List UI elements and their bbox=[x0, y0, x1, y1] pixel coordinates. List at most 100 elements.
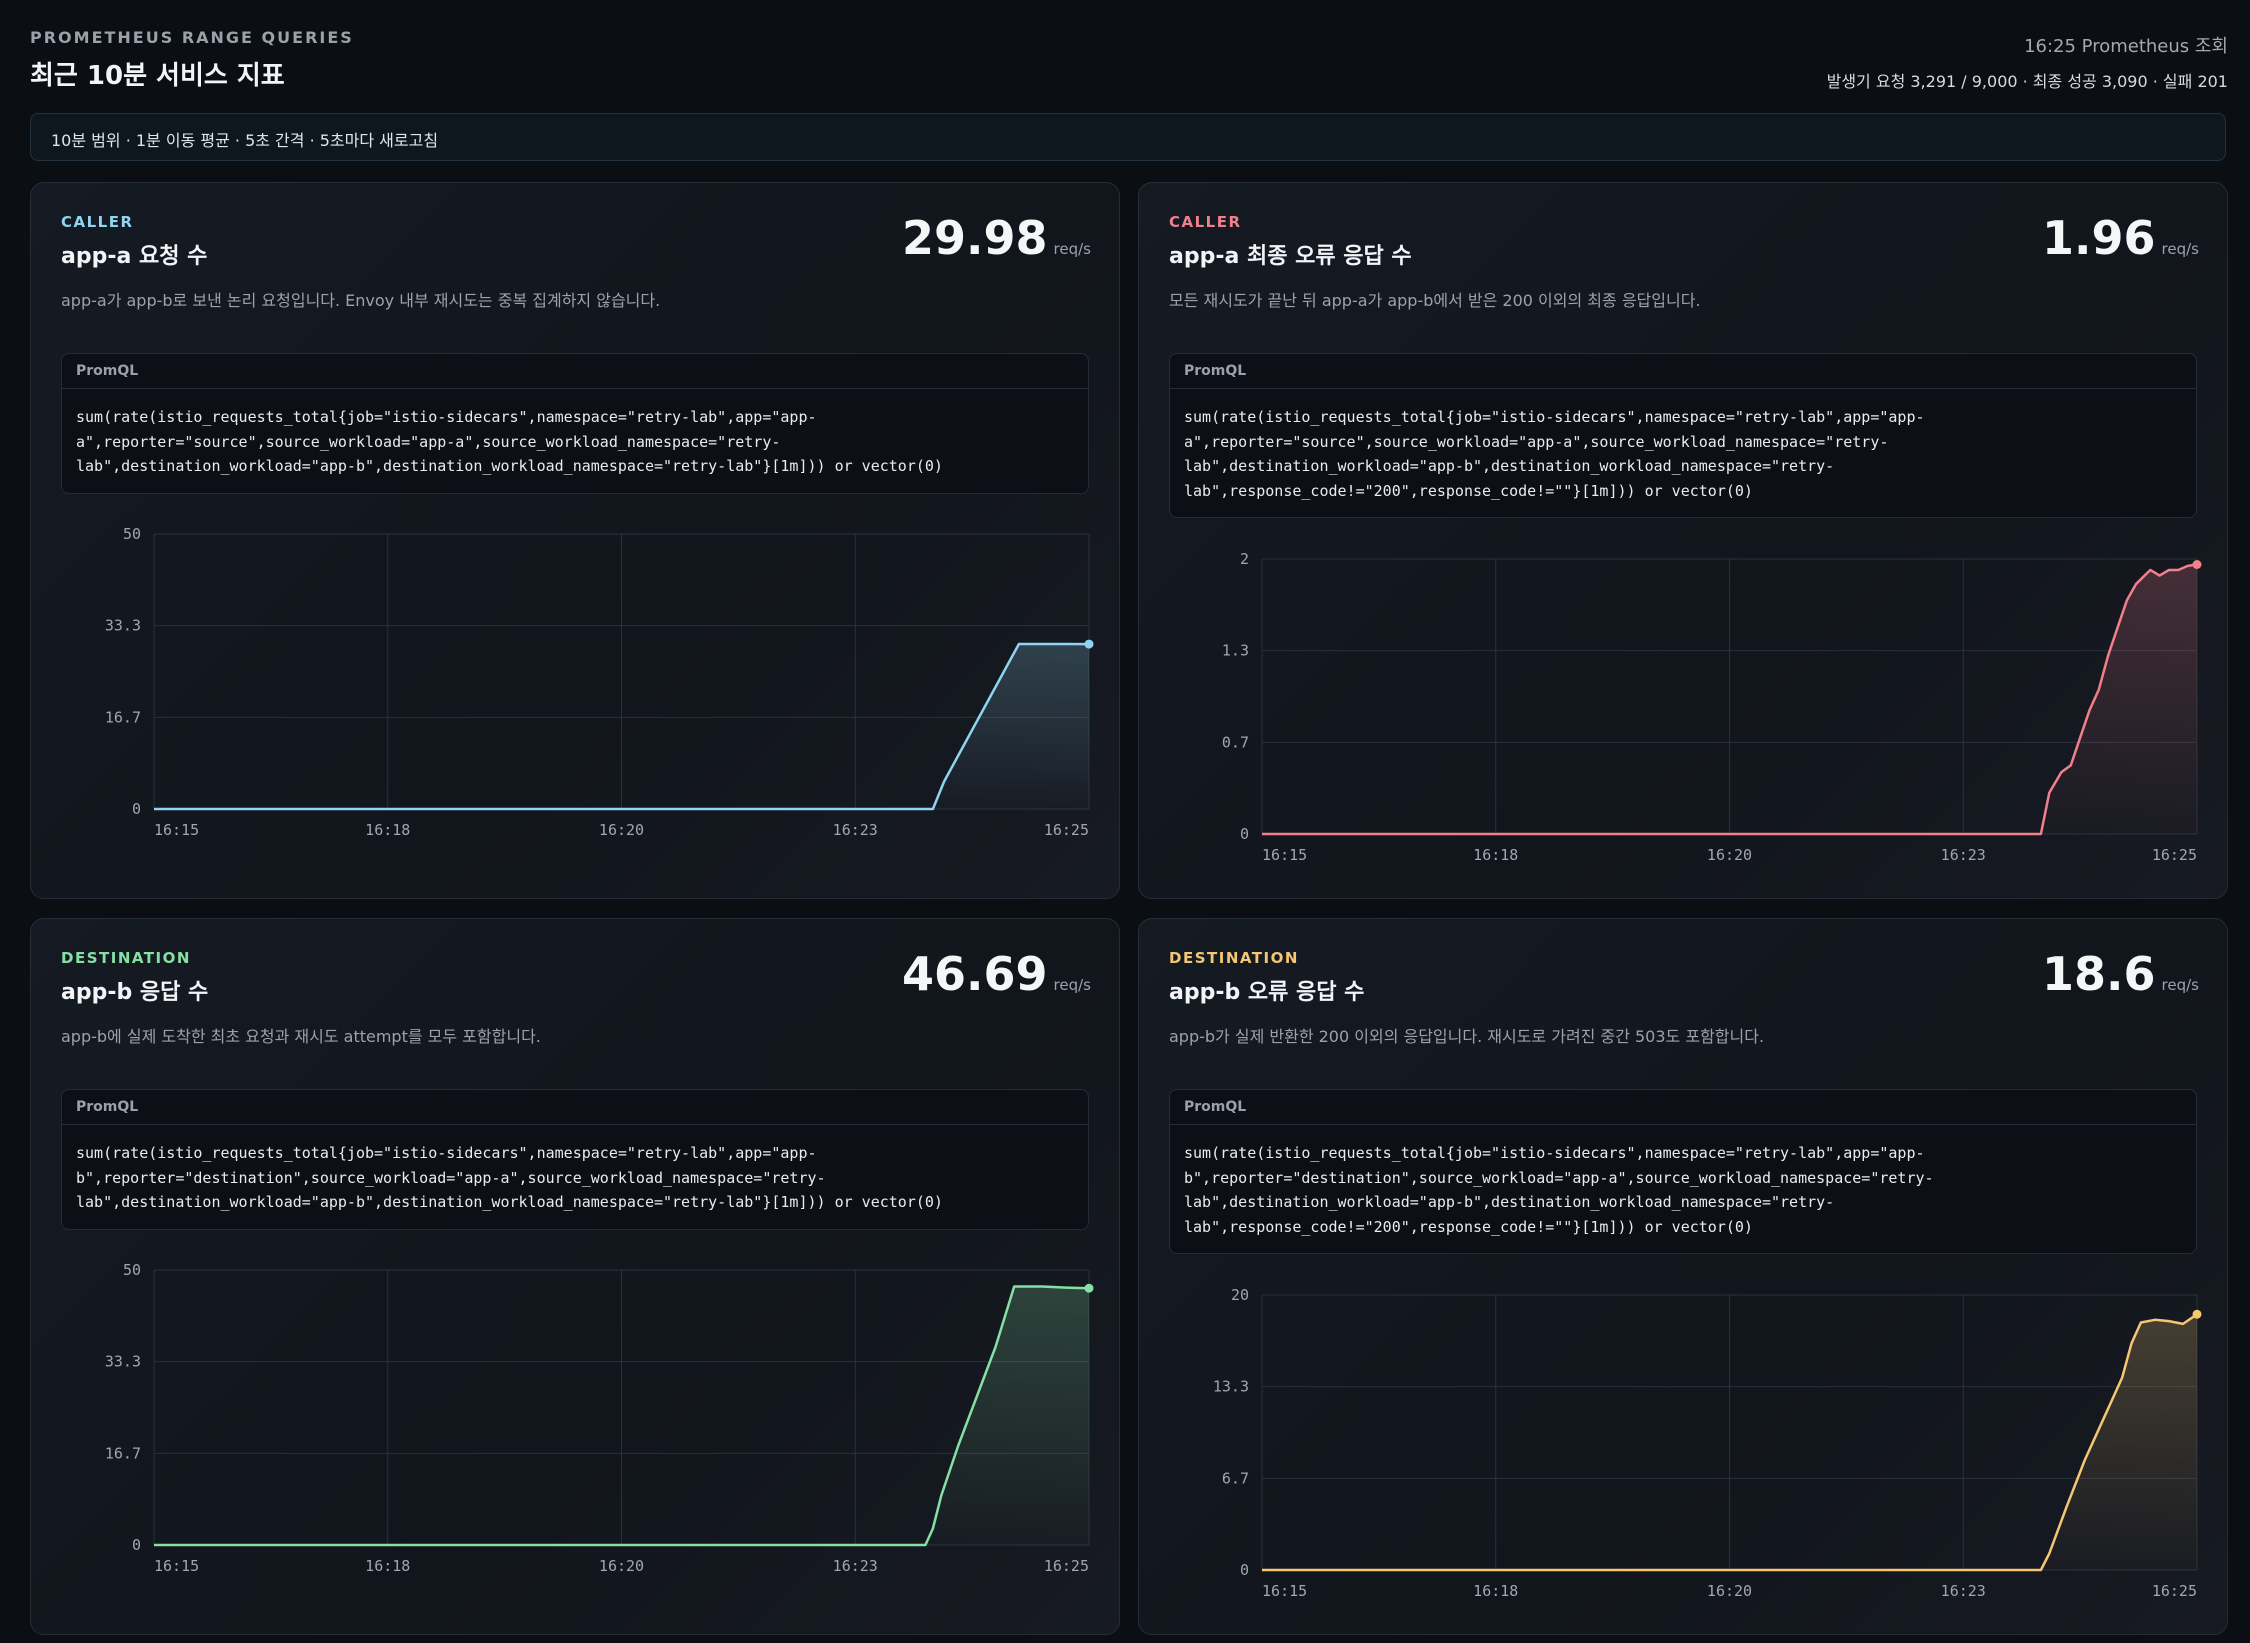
y-tick-label: 1.3 bbox=[1222, 642, 1249, 660]
series-area bbox=[154, 644, 1089, 809]
panel-title: app-a 요청 수 bbox=[61, 244, 208, 269]
promql-box: PromQL sum(rate(istio_requests_total{job… bbox=[1169, 353, 2197, 518]
x-tick-label: 16:18 bbox=[1473, 1582, 1518, 1600]
series-line bbox=[1262, 1313, 2198, 1572]
panel-metric: 18.6 req/s bbox=[2042, 947, 2199, 1001]
metric-unit: req/s bbox=[2161, 240, 2199, 258]
metric-unit: req/s bbox=[2161, 976, 2199, 994]
page-header: PROMETHEUS RANGE QUERIES 최근 10분 서비스 지표 1… bbox=[30, 28, 2228, 98]
x-tick-label: 16:15 bbox=[1262, 846, 1307, 864]
x-tick-label: 16:18 bbox=[365, 1557, 410, 1575]
panel-title: app-b 응답 수 bbox=[61, 980, 209, 1005]
panel-tag: DESTINATION bbox=[61, 949, 191, 967]
last-point bbox=[2192, 1309, 2202, 1319]
x-tick-label: 16:18 bbox=[1473, 846, 1518, 864]
series-line bbox=[154, 1285, 1090, 1547]
y-tick-label: 16.7 bbox=[105, 708, 141, 726]
x-tick-label: 16:25 bbox=[2152, 1582, 2197, 1600]
series-line bbox=[154, 642, 1090, 811]
metric-value: 46.69 bbox=[902, 947, 1048, 1001]
panel-app-b-error-responses: DESTINATION app-b 오류 응답 수 app-b가 실제 반환한 … bbox=[1138, 918, 2228, 1635]
y-tick-label: 50 bbox=[123, 1261, 141, 1279]
y-tick-label: 0 bbox=[1240, 1561, 1249, 1579]
promql-label: PromQL bbox=[62, 354, 1088, 389]
x-tick-label: 16:25 bbox=[2152, 846, 2197, 864]
chart-app-b-error-responses[interactable]: 0 6.7 13.3 20 16:15 16:18 16:20 16:23 16:25 bbox=[1159, 1279, 2219, 1619]
panel-tag: CALLER bbox=[1169, 213, 1242, 231]
chart-app-a-requests[interactable]: 0 16.7 33.3 50 16:15 16:18 16:20 16:23 16:25 bbox=[51, 518, 1111, 858]
x-tick-label: 16:15 bbox=[154, 1557, 199, 1575]
x-tick-label: 16:23 bbox=[833, 821, 878, 839]
y-tick-label: 2 bbox=[1240, 550, 1249, 568]
range-settings-text: 10분 범위 · 1분 이동 평균 · 5초 간격 · 5초마다 새로고침 bbox=[51, 131, 439, 150]
promql-label: PromQL bbox=[62, 1090, 1088, 1125]
panel-metric: 1.96 req/s bbox=[2042, 211, 2199, 265]
y-tick-label: 16.7 bbox=[105, 1444, 141, 1462]
x-tick-label: 16:25 bbox=[1044, 821, 1089, 839]
promql-label: PromQL bbox=[1170, 1090, 2196, 1125]
panel-metric: 29.98 req/s bbox=[902, 211, 1091, 265]
x-tick-label: 16:23 bbox=[1941, 1582, 1986, 1600]
promql-query[interactable]: sum(rate(istio_requests_total{job="istio… bbox=[1184, 1144, 1934, 1236]
panel-tag: DESTINATION bbox=[1169, 949, 1299, 967]
page-title: 최근 10분 서비스 지표 bbox=[30, 61, 285, 91]
last-point bbox=[1084, 1283, 1094, 1293]
series-area bbox=[154, 1286, 1089, 1545]
panel-description: app-a가 app-b로 보낸 논리 요청입니다. Envoy 내부 재시도는… bbox=[61, 291, 661, 310]
promql-query[interactable]: sum(rate(istio_requests_total{job="istio… bbox=[76, 1144, 943, 1211]
x-tick-label: 16:20 bbox=[599, 821, 644, 839]
page-eyebrow: PROMETHEUS RANGE QUERIES bbox=[30, 28, 354, 47]
metric-value: 18.6 bbox=[2042, 947, 2156, 1001]
x-tick-label: 16:20 bbox=[599, 1557, 644, 1575]
y-tick-label: 0 bbox=[132, 800, 141, 818]
promql-box: PromQL sum(rate(istio_requests_total{job… bbox=[1169, 1089, 2197, 1254]
x-tick-label: 16:20 bbox=[1707, 1582, 1752, 1600]
panel-description: app-b에 실제 도착한 최초 요청과 재시도 attempt를 모두 포함합… bbox=[61, 1027, 541, 1046]
panel-tag: CALLER bbox=[61, 213, 134, 231]
panel-title: app-b 오류 응답 수 bbox=[1169, 980, 1365, 1005]
x-tick-label: 16:15 bbox=[154, 821, 199, 839]
header-summary: 16:25 Prometheus 조회 발생기 요청 3,291 / 9,000… bbox=[1827, 32, 2228, 92]
panel-app-b-responses: DESTINATION app-b 응답 수 app-b에 실제 도착한 최초 … bbox=[30, 918, 1120, 1635]
metric-unit: req/s bbox=[1053, 976, 1091, 994]
panel-app-a-final-errors: CALLER app-a 최종 오류 응답 수 모든 재시도가 끝난 뒤 app… bbox=[1138, 182, 2228, 899]
x-tick-label: 16:23 bbox=[833, 1557, 878, 1575]
y-tick-label: 50 bbox=[123, 525, 141, 543]
panel-description: 모든 재시도가 끝난 뒤 app-a가 app-b에서 받은 200 이외의 최… bbox=[1169, 291, 1701, 310]
y-tick-label: 33.3 bbox=[105, 617, 141, 635]
chart-app-a-final-errors[interactable]: 0 0.7 1.3 2 16:15 16:18 16:20 16:23 16:25 bbox=[1159, 543, 2219, 883]
metric-value: 29.98 bbox=[902, 211, 1048, 265]
last-point bbox=[1084, 639, 1094, 649]
y-tick-label: 6.7 bbox=[1222, 1469, 1249, 1487]
y-tick-label: 20 bbox=[1231, 1286, 1249, 1304]
y-tick-label: 33.3 bbox=[105, 1353, 141, 1371]
query-time: 16:25 Prometheus 조회 bbox=[2024, 36, 2228, 57]
y-tick-label: 0 bbox=[132, 1536, 141, 1554]
panel-app-a-requests: CALLER app-a 요청 수 app-a가 app-b로 보낸 논리 요청… bbox=[30, 182, 1120, 899]
metric-unit: req/s bbox=[1053, 240, 1091, 258]
x-tick-label: 16:25 bbox=[1044, 1557, 1089, 1575]
last-point bbox=[2192, 560, 2202, 569]
chart-app-b-responses[interactable]: 0 16.7 33.3 50 16:15 16:18 16:20 16:23 16:25 bbox=[51, 1254, 1111, 1594]
promql-box: PromQL sum(rate(istio_requests_total{job… bbox=[61, 1089, 1089, 1230]
generator-stats: 발생기 요청 3,291 / 9,000 · 최종 성공 3,090 · 실패 … bbox=[1826, 72, 2228, 91]
panel-metric: 46.69 req/s bbox=[902, 947, 1091, 1001]
promql-query[interactable]: sum(rate(istio_requests_total{job="istio… bbox=[1184, 408, 1925, 500]
promql-label: PromQL bbox=[1170, 354, 2196, 389]
y-tick-label: 0.7 bbox=[1222, 733, 1249, 751]
panel-title: app-a 최종 오류 응답 수 bbox=[1169, 244, 1412, 269]
promql-box: PromQL sum(rate(istio_requests_total{job… bbox=[61, 353, 1089, 494]
panel-description: app-b가 실제 반환한 200 이외의 응답입니다. 재시도로 가려진 중간… bbox=[1169, 1027, 1765, 1046]
x-tick-label: 16:15 bbox=[1262, 1582, 1307, 1600]
series-line bbox=[1262, 563, 2198, 836]
x-tick-label: 16:20 bbox=[1707, 846, 1752, 864]
series-area bbox=[1262, 564, 2197, 834]
promql-query[interactable]: sum(rate(istio_requests_total{job="istio… bbox=[76, 408, 943, 475]
x-tick-label: 16:23 bbox=[1941, 846, 1986, 864]
x-tick-label: 16:18 bbox=[365, 821, 410, 839]
y-tick-label: 0 bbox=[1240, 825, 1249, 843]
y-tick-label: 13.3 bbox=[1213, 1378, 1249, 1396]
series-area bbox=[1262, 1314, 2197, 1570]
metric-value: 1.96 bbox=[2042, 211, 2156, 265]
range-settings-banner: 10분 범위 · 1분 이동 평균 · 5초 간격 · 5초마다 새로고침 bbox=[30, 113, 2226, 161]
